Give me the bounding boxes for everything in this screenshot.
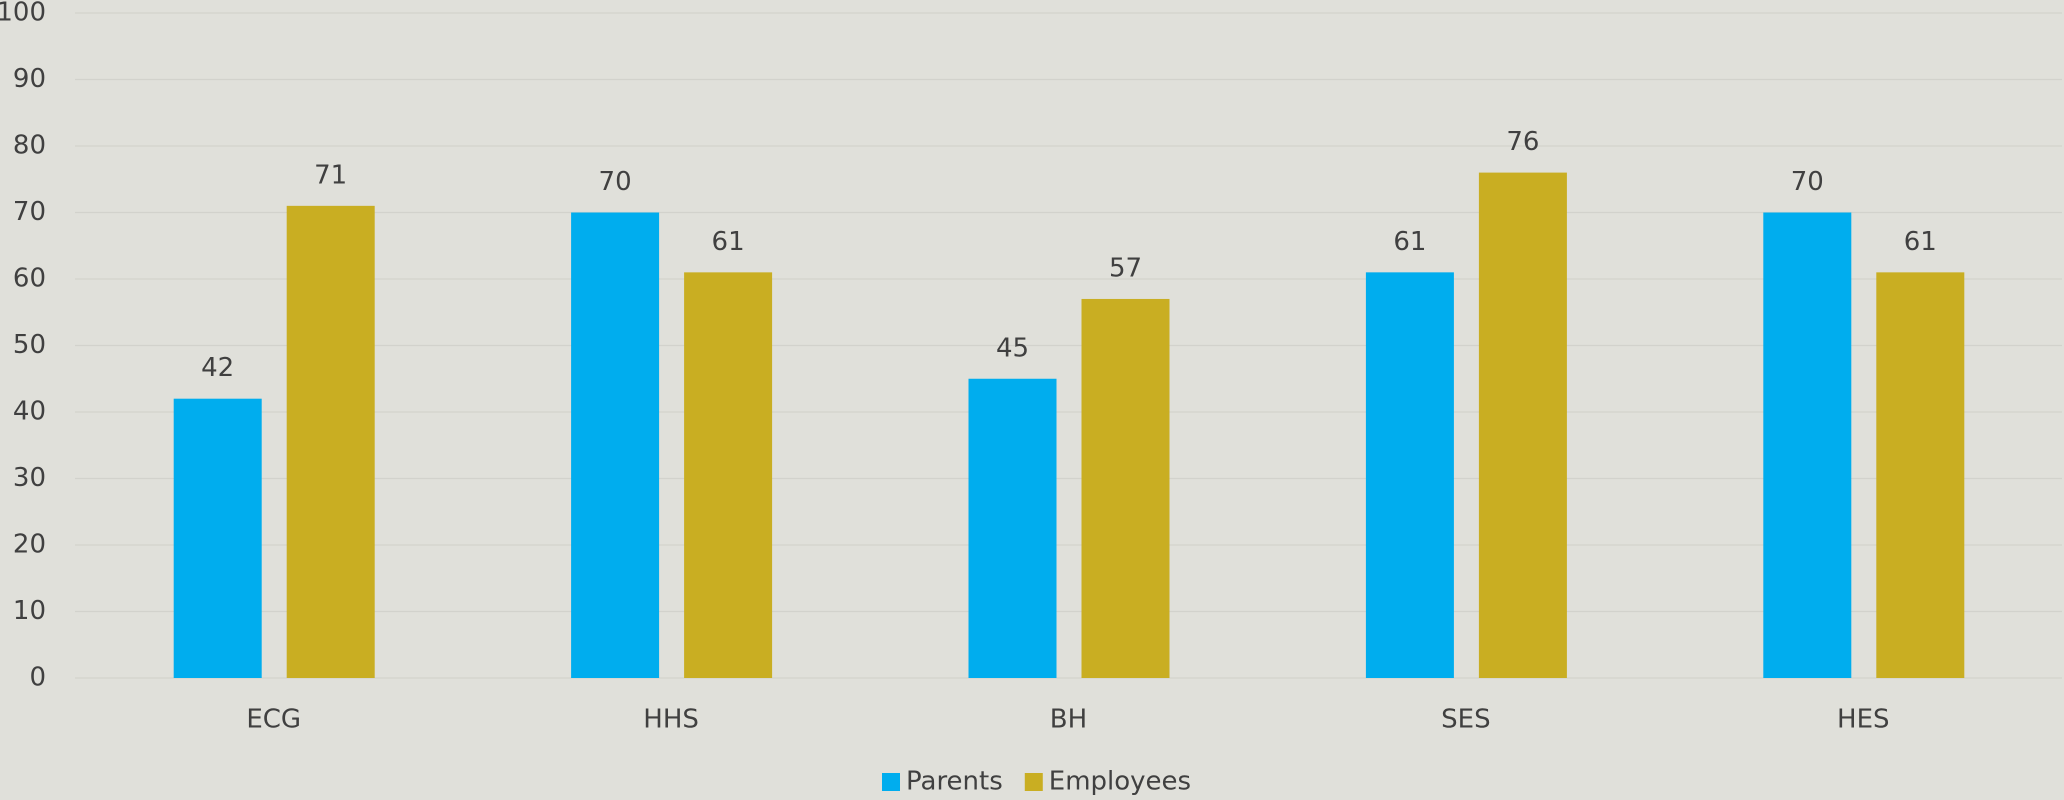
legend-label: Parents bbox=[906, 767, 1003, 797]
bar bbox=[173, 398, 262, 678]
y-tick-label: 50 bbox=[13, 330, 46, 360]
bar bbox=[286, 205, 375, 678]
legend-label: Employees bbox=[1049, 767, 1191, 797]
y-tick-label: 40 bbox=[13, 397, 46, 427]
y-tick-label: 80 bbox=[13, 131, 46, 161]
bar bbox=[1365, 272, 1454, 678]
x-tick-label: BH bbox=[1050, 705, 1087, 735]
y-tick-label: 70 bbox=[13, 197, 46, 227]
bar bbox=[1763, 212, 1852, 678]
x-tick-label: SES bbox=[1441, 705, 1490, 735]
y-tick-label: 30 bbox=[13, 463, 46, 493]
data-label: 57 bbox=[1109, 253, 1142, 283]
x-tick-label: ECG bbox=[246, 705, 301, 735]
bar bbox=[684, 272, 773, 678]
x-tick-label: HHS bbox=[643, 705, 699, 735]
bar bbox=[1876, 272, 1965, 678]
data-label: 61 bbox=[1904, 227, 1937, 257]
data-label: 61 bbox=[1393, 227, 1426, 257]
data-label: 71 bbox=[314, 160, 347, 190]
y-tick-label: 60 bbox=[13, 264, 46, 294]
legend-swatch bbox=[882, 773, 900, 791]
x-tick-label: HES bbox=[1837, 705, 1889, 735]
bar bbox=[571, 212, 660, 678]
data-label: 76 bbox=[1506, 127, 1539, 157]
data-label: 42 bbox=[201, 353, 234, 383]
bar bbox=[1081, 298, 1170, 678]
y-tick-label: 0 bbox=[29, 663, 46, 693]
bar bbox=[968, 378, 1057, 678]
legend-swatch bbox=[1024, 773, 1043, 791]
y-tick-label: 10 bbox=[13, 596, 46, 626]
y-tick-label: 100 bbox=[0, 0, 46, 28]
y-tick-label: 90 bbox=[13, 64, 46, 94]
data-label: 70 bbox=[599, 167, 632, 197]
data-label: 70 bbox=[1791, 167, 1824, 197]
bar bbox=[1478, 172, 1567, 678]
y-tick-label: 20 bbox=[13, 530, 46, 560]
data-label: 45 bbox=[996, 333, 1029, 363]
data-label: 61 bbox=[712, 227, 745, 257]
